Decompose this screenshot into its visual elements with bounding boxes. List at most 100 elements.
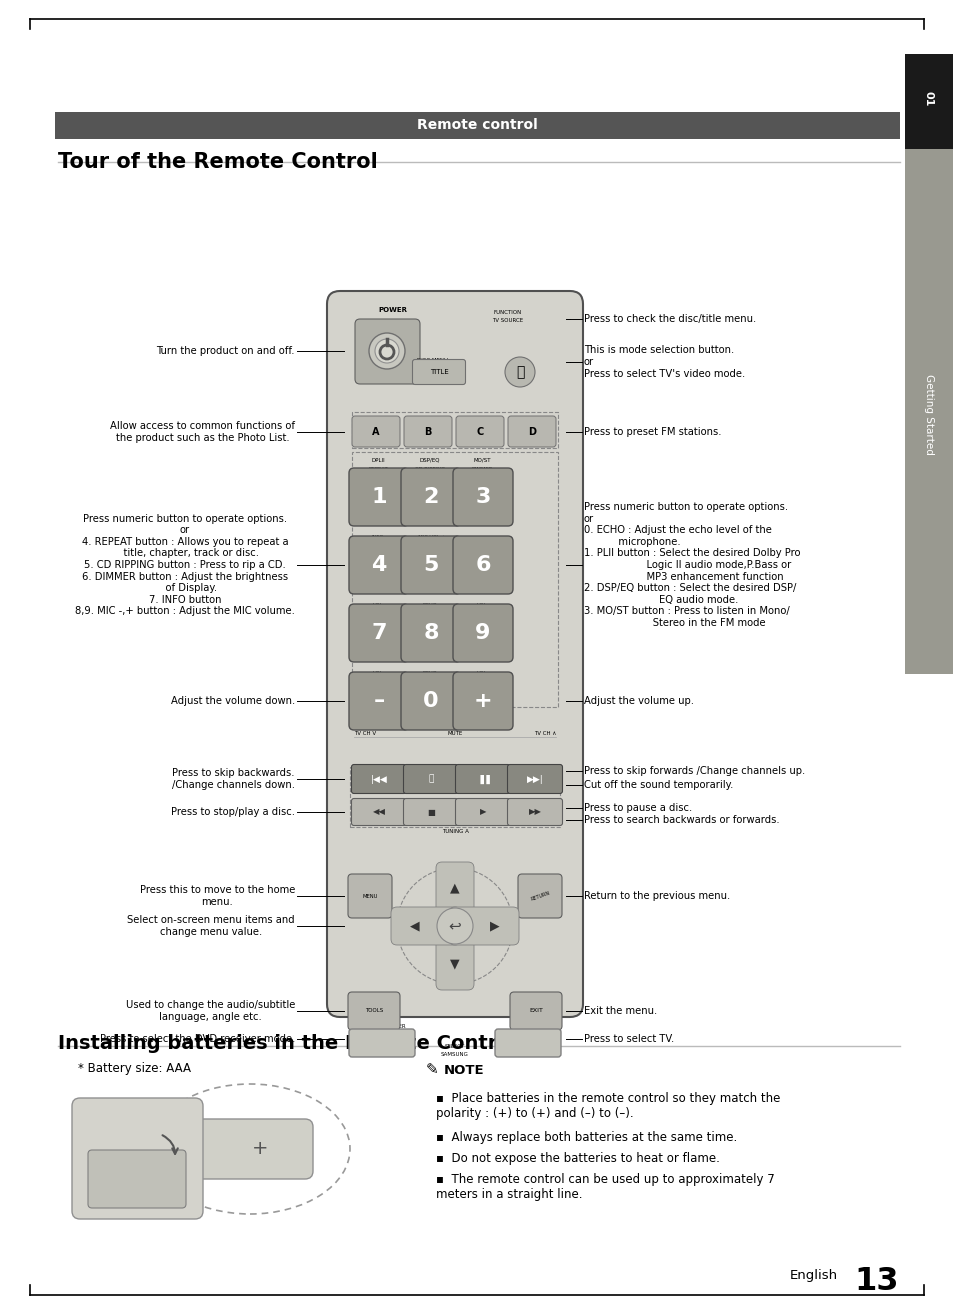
Text: ECHO: ECHO — [422, 603, 436, 608]
Text: 0: 0 — [423, 691, 438, 711]
Text: 1: 1 — [371, 487, 386, 507]
Text: * Battery size: AAA: * Battery size: AAA — [78, 1062, 191, 1075]
Text: VOL: VOL — [476, 671, 487, 675]
Text: D: D — [527, 427, 536, 438]
FancyBboxPatch shape — [355, 319, 419, 384]
Text: SELECT: SELECT — [444, 1045, 465, 1049]
Text: B: B — [424, 427, 432, 438]
Text: ⤾: ⤾ — [516, 365, 523, 378]
FancyBboxPatch shape — [192, 1120, 313, 1179]
FancyBboxPatch shape — [400, 604, 460, 662]
Text: EXIT: EXIT — [529, 1009, 542, 1013]
Text: CD RIPPING: CD RIPPING — [415, 466, 444, 472]
Text: ECHO: ECHO — [422, 671, 436, 675]
FancyBboxPatch shape — [403, 417, 452, 447]
Text: C: C — [476, 427, 483, 438]
FancyBboxPatch shape — [507, 765, 562, 794]
Text: 3: 3 — [475, 487, 490, 507]
Text: Adjust the volume down.: Adjust the volume down. — [171, 696, 294, 706]
Circle shape — [436, 908, 473, 943]
FancyBboxPatch shape — [453, 671, 513, 731]
Text: VOL: VOL — [373, 603, 383, 608]
Text: TITLE: TITLE — [429, 369, 448, 374]
Circle shape — [369, 332, 405, 369]
FancyBboxPatch shape — [436, 862, 474, 932]
Text: Press to skip forwards /Change channels up.: Press to skip forwards /Change channels … — [583, 766, 804, 777]
Text: Press this to move to the home
menu.: Press this to move to the home menu. — [139, 886, 294, 907]
Text: Press to search backwards or forwards.: Press to search backwards or forwards. — [583, 815, 779, 825]
Text: MEMORY ▶: MEMORY ▶ — [525, 430, 554, 435]
Text: Remote control: Remote control — [416, 118, 537, 131]
FancyBboxPatch shape — [453, 536, 513, 594]
FancyBboxPatch shape — [400, 468, 460, 526]
Text: This is mode selection button.
or
Press to select TV's video mode.: This is mode selection button. or Press … — [583, 346, 744, 378]
Text: Press numeric button to operate options.
or
0. ECHO : Adjust the echo level of t: Press numeric button to operate options.… — [583, 502, 800, 628]
FancyBboxPatch shape — [510, 992, 561, 1030]
FancyBboxPatch shape — [348, 874, 392, 918]
Text: ▶▶|: ▶▶| — [526, 774, 543, 783]
FancyBboxPatch shape — [55, 112, 899, 139]
FancyBboxPatch shape — [351, 765, 406, 794]
Text: TV: TV — [520, 1024, 529, 1029]
FancyBboxPatch shape — [349, 1029, 415, 1056]
Text: DIMMER: DIMMER — [471, 466, 492, 472]
Text: SAMSUNG: SAMSUNG — [440, 1053, 469, 1056]
Text: 2: 2 — [423, 487, 438, 507]
Text: 5: 5 — [423, 555, 438, 576]
Text: +: + — [474, 691, 492, 711]
FancyBboxPatch shape — [455, 765, 510, 794]
FancyBboxPatch shape — [904, 54, 953, 674]
Text: ▶▶: ▶▶ — [528, 808, 541, 816]
Text: TV CH V: TV CH V — [354, 731, 375, 736]
Text: TUNING V: TUNING V — [441, 986, 468, 989]
FancyBboxPatch shape — [349, 604, 409, 662]
FancyBboxPatch shape — [412, 360, 465, 385]
Text: ■: ■ — [427, 808, 435, 816]
Text: VOL: VOL — [373, 671, 383, 675]
Text: Select on-screen menu items and
change menu value.: Select on-screen menu items and change m… — [128, 915, 294, 937]
Text: ▼: ▼ — [450, 958, 459, 971]
FancyBboxPatch shape — [449, 907, 518, 945]
FancyBboxPatch shape — [71, 1099, 203, 1219]
Text: DVD RECEIVER: DVD RECEIVER — [364, 1024, 405, 1029]
FancyBboxPatch shape — [453, 604, 513, 662]
Text: Installing batteries in the Remote Control: Installing batteries in the Remote Contr… — [58, 1034, 517, 1053]
Text: ▲: ▲ — [450, 882, 459, 895]
FancyBboxPatch shape — [436, 920, 474, 989]
Text: MUTE: MUTE — [447, 731, 462, 736]
Text: Press to select the DVD receiver mode.: Press to select the DVD receiver mode. — [99, 1034, 294, 1045]
Text: 4: 4 — [371, 555, 386, 576]
Text: FUNCTION: FUNCTION — [494, 310, 521, 315]
Text: 9: 9 — [475, 623, 490, 643]
Text: Tour of the Remote Control: Tour of the Remote Control — [58, 152, 377, 172]
Text: TV SOURCE: TV SOURCE — [492, 318, 523, 323]
Text: Press to skip backwards.
/Change channels down.: Press to skip backwards. /Change channel… — [172, 769, 294, 790]
Text: RETURN: RETURN — [529, 890, 550, 901]
Text: Turn the product on and off.: Turn the product on and off. — [156, 346, 294, 356]
Text: – MIC VOL +: – MIC VOL + — [414, 535, 446, 540]
Text: REPEAT: REPEAT — [368, 466, 388, 472]
Text: 🔇: 🔇 — [428, 774, 434, 783]
Text: Used to change the audio/subtitle
language, angle etc.: Used to change the audio/subtitle langua… — [126, 1000, 294, 1022]
Circle shape — [504, 357, 535, 388]
Text: POWER: POWER — [377, 307, 407, 313]
Text: 8: 8 — [423, 623, 438, 643]
Text: |◀◀: |◀◀ — [370, 774, 387, 783]
Text: ▪  Always replace both batteries at the same time.: ▪ Always replace both batteries at the s… — [436, 1131, 737, 1144]
Text: TOOLS: TOOLS — [364, 1009, 383, 1013]
Text: Exit the menu.: Exit the menu. — [583, 1007, 657, 1016]
Text: Press to check the disc/title menu.: Press to check the disc/title menu. — [583, 314, 756, 325]
Text: Press to stop/play a disc.: Press to stop/play a disc. — [171, 807, 294, 817]
FancyBboxPatch shape — [517, 874, 561, 918]
Circle shape — [375, 339, 398, 363]
Text: 01: 01 — [923, 91, 933, 106]
FancyBboxPatch shape — [391, 907, 460, 945]
FancyBboxPatch shape — [349, 468, 409, 526]
Text: DPLII: DPLII — [371, 459, 384, 463]
FancyBboxPatch shape — [403, 799, 458, 825]
Text: Press numeric button to operate options.
or
4. REPEAT button : Allows you to rep: Press numeric button to operate options.… — [75, 514, 294, 616]
Text: ▐▐: ▐▐ — [476, 774, 489, 783]
Text: Adjust the volume up.: Adjust the volume up. — [583, 696, 693, 706]
Text: A: A — [372, 427, 379, 438]
Text: VOL: VOL — [476, 603, 487, 608]
